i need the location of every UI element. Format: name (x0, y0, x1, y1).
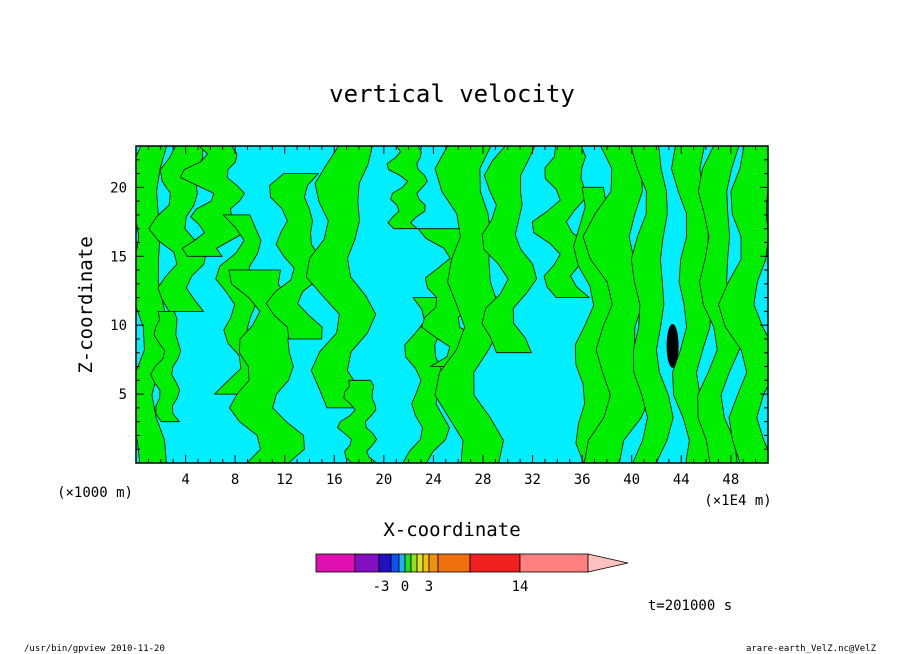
x-tick-label: 28 (475, 472, 492, 488)
colorbar-bin (416, 553, 424, 573)
y-axis-label: Z-coordinate (75, 236, 97, 373)
colorbar-bin (422, 553, 430, 573)
time-label: t=201000 s (648, 598, 732, 614)
strong-downdraft-core (666, 323, 679, 368)
x-tick-label: 36 (574, 472, 591, 488)
positive-region (630, 146, 674, 463)
x-axis: 4 8 12 16 20 24 28 32 36 40 44 48 (147, 146, 757, 488)
y-tick-label: 5 (119, 387, 127, 403)
colorbar-extension (587, 553, 629, 573)
x-axis-label: X-coordinate (383, 519, 520, 541)
colorbar-tick-label: 3 (425, 579, 433, 595)
colorbar-bin (410, 553, 418, 573)
plot-frame (135, 145, 769, 464)
positive-region (150, 311, 181, 423)
colorbar-bin (437, 553, 471, 573)
colorbar: -3 0 3 14 (315, 553, 629, 595)
y-axis: 5 10 15 20 (110, 159, 768, 450)
positive-region (481, 146, 537, 354)
colorbar-bin (315, 553, 356, 573)
positive-region (386, 146, 428, 230)
x-unit-left: (×1000 m) (57, 485, 133, 501)
y-tick-label: 20 (110, 180, 127, 196)
x-tick-label: 20 (375, 472, 392, 488)
colorbar-bin (428, 553, 439, 573)
y-tick-label: 15 (110, 249, 127, 265)
positive-region (265, 173, 326, 340)
positive-region (434, 146, 504, 463)
positive-region (337, 379, 378, 463)
x-tick-label: 40 (623, 472, 640, 488)
contour-field (136, 146, 768, 463)
colorbar-bin (398, 553, 406, 573)
footer-left: /usr/bin/gpview 2010-11-20 (24, 644, 165, 654)
positive-region (148, 146, 207, 312)
x-tick-label: 8 (231, 472, 239, 488)
colorbar-bin (404, 553, 412, 573)
x-tick-label: 4 (181, 472, 189, 488)
x-tick-label: 24 (425, 472, 442, 488)
colorbar-bin (519, 553, 589, 573)
positive-region (305, 146, 377, 409)
colorbar-tick-label: 14 (512, 579, 529, 595)
x-tick-label: 32 (524, 472, 541, 488)
x-tick-label: 48 (722, 472, 739, 488)
plot-area (135, 145, 769, 464)
footer-right: arare-earth_VelZ.nc@VelZ (746, 644, 877, 654)
x-tick-label: 16 (326, 472, 343, 488)
chart-title: vertical velocity (329, 80, 575, 108)
y-tick-label: 10 (110, 318, 127, 334)
x-tick-label: 44 (673, 472, 690, 488)
colorbar-bin (354, 553, 380, 573)
colorbar-tick-label: -3 (373, 579, 390, 595)
colorbar-bin (390, 553, 400, 573)
positive-region (671, 146, 716, 463)
x-unit-right: (×1E4 m) (704, 493, 771, 509)
colorbar-bin (378, 553, 392, 573)
colorbar-bin (469, 553, 521, 573)
colorbar-tick-label: 0 (401, 579, 409, 595)
positive-region (718, 146, 768, 463)
x-tick-label: 12 (276, 472, 293, 488)
